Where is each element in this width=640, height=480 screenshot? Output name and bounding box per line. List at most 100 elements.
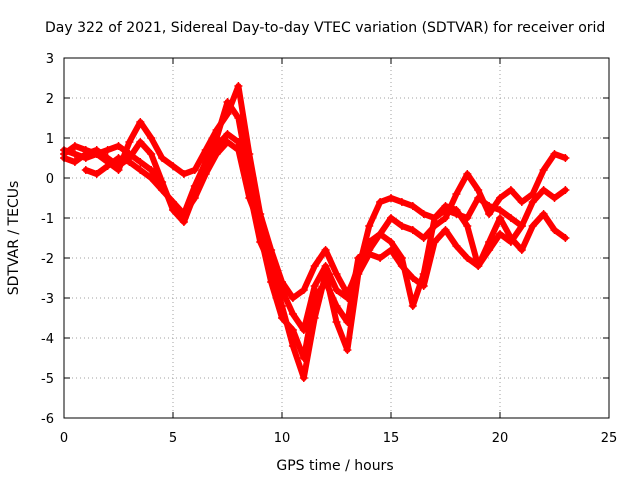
data-point [506,214,515,222]
data-point [496,214,504,222]
data-point [408,274,417,282]
data-point [332,286,341,294]
data-point [321,262,330,270]
data-point [223,98,232,106]
data-point [288,310,297,318]
x-tick-label: 15 [383,431,400,446]
data-point [397,254,406,262]
x-tick-label: 20 [492,431,509,446]
y-tick-label: -4 [41,332,54,347]
data-point [496,230,504,238]
data-point [179,210,188,218]
data-point [169,162,177,170]
data-point [463,170,472,178]
data-point [528,198,537,206]
data-point [278,302,286,310]
data-point [158,154,167,162]
data-point [136,158,145,166]
data-point [70,142,79,150]
data-point [354,262,363,270]
data-point [387,194,395,202]
data-point [179,218,188,226]
data-point [158,178,167,186]
data-point [70,150,79,158]
y-tick-label: -1 [41,212,54,227]
data-point [365,238,374,246]
y-tick-label: 0 [46,172,54,187]
data-point [419,270,428,278]
data-point [147,150,156,158]
data-point [561,186,570,194]
data-point [136,138,145,146]
data-point [430,214,439,222]
data-point [321,246,330,254]
data-point [114,162,123,170]
data-point [103,146,112,154]
data-point [212,142,221,150]
data-point [92,146,101,154]
data-point [310,314,319,322]
data-point [136,166,145,174]
data-point [136,118,145,126]
data-point [452,242,461,250]
y-tick-label: 3 [46,52,54,67]
data-point [103,162,112,170]
data-point [299,374,308,382]
data-point [463,222,472,230]
data-point [517,246,526,254]
data-point [506,238,515,246]
data-point [408,302,417,310]
data-point [397,222,406,230]
data-point [539,186,548,194]
data-point [343,346,352,354]
data-point [419,210,428,218]
data-point [365,222,374,230]
data-point [256,222,265,230]
grid [64,58,609,418]
data-point [463,254,472,262]
data-point [179,170,188,178]
data-point [397,198,406,206]
data-point [561,234,570,242]
data-point [332,318,341,326]
data-point [441,202,450,210]
data-point [561,154,570,162]
series-group [60,82,570,382]
y-tick-label: 1 [46,132,54,147]
data-point [299,286,308,294]
data-point [92,170,101,178]
data-point [223,130,232,138]
data-point [408,202,417,210]
y-axis-label: SDTVAR / TECUs [6,181,22,296]
y-tick-labels: 3 2 1 0 -1 -2 -3 -4 -5 -6 [41,52,54,427]
data-point [528,190,537,198]
x-tick-label: 10 [274,431,291,446]
data-point [190,194,199,202]
data-point [387,238,395,246]
data-point [190,166,199,174]
series-track-4 [81,138,526,334]
data-point [234,82,243,90]
data-point [474,262,483,270]
data-point [485,246,494,254]
data-point [376,230,385,238]
data-point [528,222,537,230]
data-point [278,286,286,294]
data-point [485,210,494,218]
data-point [550,226,559,234]
x-tick-label: 0 [60,431,68,446]
x-tick-label: 25 [601,431,618,446]
data-point [474,186,483,194]
data-point [506,186,515,194]
data-point [288,342,297,350]
data-point [158,186,167,194]
data-point [147,174,156,182]
data-point [169,198,177,206]
data-point [452,206,461,214]
data-point [387,214,395,222]
data-point [419,234,428,242]
data-point [376,198,385,206]
data-point [234,146,243,154]
data-point [376,254,385,262]
